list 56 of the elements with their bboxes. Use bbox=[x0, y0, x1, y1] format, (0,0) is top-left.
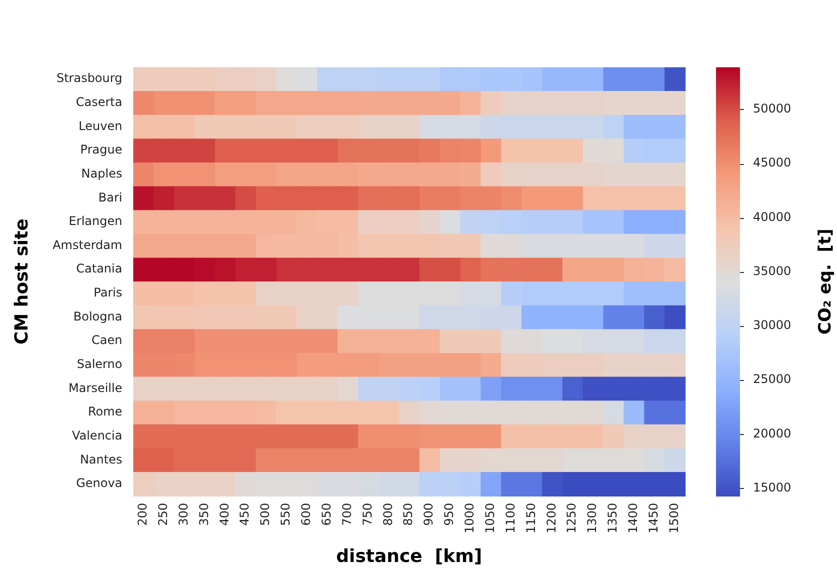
x-tick-label: 1400 bbox=[626, 502, 640, 534]
y-tick-label: Bologna bbox=[73, 309, 122, 324]
x-tick-label: 450 bbox=[238, 502, 252, 526]
color-bar-label: 30000 bbox=[753, 318, 792, 332]
x-tick-label: 550 bbox=[278, 502, 293, 526]
y-tick-label: Leuven bbox=[78, 118, 122, 133]
x-tick-label: 400 bbox=[217, 502, 232, 526]
y-tick-label: Catania bbox=[76, 262, 122, 276]
y-tick-label: Salerno bbox=[76, 357, 122, 372]
x-tick-label: 500 bbox=[258, 502, 272, 526]
y-tick-label: Genova bbox=[76, 476, 122, 490]
x-tick-label: 650 bbox=[319, 502, 334, 526]
y-tick-label: Valencia bbox=[72, 428, 122, 442]
y-tick-label: Paris bbox=[94, 286, 122, 300]
x-tick-label: 700 bbox=[340, 502, 354, 526]
x-tick-label: 950 bbox=[442, 502, 456, 526]
y-axis-title: CM host site bbox=[11, 218, 32, 344]
y-tick-label: Caserta bbox=[76, 95, 122, 110]
x-axis-title: distance [km] bbox=[336, 546, 482, 567]
y-tick-label: Bari bbox=[98, 190, 122, 204]
x-tick-label: 1500 bbox=[666, 502, 681, 534]
color-bar-label: 20000 bbox=[753, 426, 792, 440]
x-tick-label: 750 bbox=[360, 502, 374, 526]
x-tick-label: 1450 bbox=[646, 502, 660, 534]
color-bar-label: 50000 bbox=[753, 102, 792, 116]
color-bar-label: 40000 bbox=[753, 210, 792, 224]
x-tick-label: 1000 bbox=[462, 502, 477, 534]
x-tick-label: 1050 bbox=[482, 502, 497, 534]
color-bar-label: 25000 bbox=[753, 372, 792, 386]
y-tick-label: Marseille bbox=[68, 380, 122, 395]
x-tick-label: 1300 bbox=[585, 502, 600, 534]
x-tick-label: 200 bbox=[136, 502, 150, 526]
x-tick-label: 350 bbox=[196, 502, 211, 526]
x-tick-label: 1150 bbox=[524, 502, 538, 534]
y-tick-label: Amsterdam bbox=[52, 238, 122, 252]
x-tick-label: 900 bbox=[422, 502, 436, 526]
x-tick-label: 800 bbox=[380, 502, 395, 526]
x-tick-label: 1250 bbox=[564, 502, 579, 534]
x-tick-label: 300 bbox=[176, 502, 190, 526]
x-tick-label: 1200 bbox=[544, 502, 558, 534]
y-tick-label: Caen bbox=[91, 333, 122, 348]
color-bar-label: 45000 bbox=[753, 156, 792, 170]
color-bar-label: 15000 bbox=[753, 480, 792, 494]
y-tick-label: Naples bbox=[81, 166, 122, 180]
y-tick-label: Erlangen bbox=[68, 214, 122, 228]
x-tick-label: 1350 bbox=[606, 502, 620, 534]
y-tick-label: Prague bbox=[80, 142, 122, 157]
x-tick-label: 600 bbox=[299, 502, 314, 526]
y-tick-label: Nantes bbox=[80, 452, 122, 466]
x-tick-label: 850 bbox=[401, 502, 416, 526]
color-bar-label: 35000 bbox=[753, 264, 792, 278]
y-tick-label: Rome bbox=[88, 404, 122, 419]
color-bar-title: CO₂ eq. [t] bbox=[815, 228, 836, 335]
x-tick-label: 250 bbox=[156, 502, 170, 526]
x-tick-label: 1100 bbox=[503, 502, 518, 534]
y-tick-label: Strasbourg bbox=[56, 71, 122, 86]
